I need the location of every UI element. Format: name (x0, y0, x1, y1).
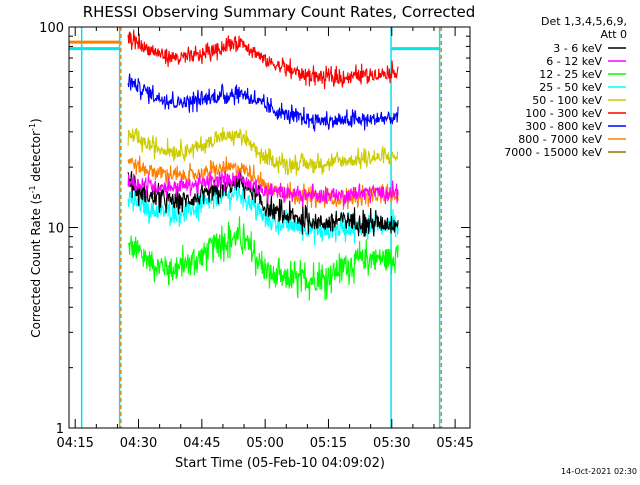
x-tick-label: 05:15 (310, 436, 347, 451)
legend-label: 6 - 12 keV (546, 55, 602, 68)
series-line-100-300-kev (127, 29, 399, 90)
plot-area (69, 27, 470, 428)
series-line-800-7000-kev (127, 155, 399, 210)
legend-header-2: Att 0 (601, 28, 627, 41)
legend-header-1: Det 1,3,4,5,6,9, (541, 15, 627, 28)
y-axis-label-end: ) (29, 118, 43, 123)
series-line-50-100-kev (127, 127, 399, 176)
legend-label: 12 - 25 keV (539, 68, 602, 81)
legend-label: 800 - 7000 keV (518, 133, 602, 146)
series-line-6-12-kev (127, 169, 399, 207)
y-axis-label-sup2: -1 (28, 123, 37, 131)
chart-title: RHESSI Observing Summary Count Rates, Co… (83, 3, 476, 21)
series-line-12-25-kev (127, 216, 399, 301)
legend-label: 300 - 800 keV (525, 120, 602, 133)
x-tick-label: 05:00 (246, 436, 283, 451)
x-tick-label: 04:45 (183, 436, 220, 451)
legend-label: 50 - 100 keV (532, 94, 602, 107)
y-tick-label: 100 (39, 21, 64, 36)
legend-label: 3 - 6 keV (553, 42, 602, 55)
x-tick-label: 05:45 (436, 436, 473, 451)
y-axis-label: Corrected Count Rate (s-1 detector-1) (28, 118, 43, 337)
legend-label: 100 - 300 keV (525, 107, 602, 120)
footer-timestamp: 14-Oct-2021 02:30 (561, 467, 637, 476)
legend-label: 7000 - 15000 keV (504, 146, 602, 159)
series-line-3-6-kev (127, 170, 399, 237)
x-tick-label: 05:30 (373, 436, 410, 451)
x-tick-label: 04:15 (56, 436, 93, 451)
x-axis-label: Start Time (05-Feb-10 04:09:02) (175, 456, 385, 471)
x-tick-label: 04:30 (120, 436, 157, 451)
y-tick-label: 1 (56, 422, 64, 437)
y-tick-label: 10 (47, 222, 64, 237)
y-axis-label-main: Corrected Count Rate (s (29, 193, 43, 337)
series-line-300-800-kev (127, 73, 399, 132)
y-axis-label-mid: detector (29, 131, 43, 186)
y-axis-label-sup1: -1 (28, 185, 37, 193)
legend-label: 25 - 50 keV (539, 81, 602, 94)
